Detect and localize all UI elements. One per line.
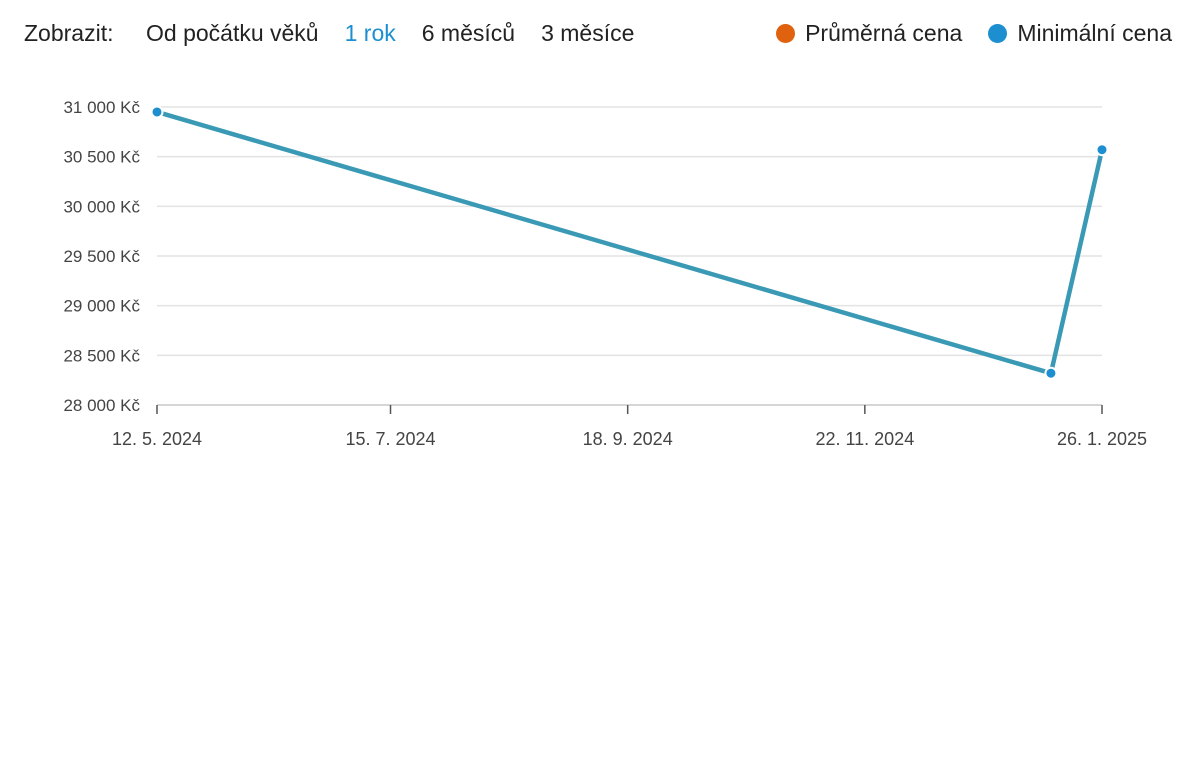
- x-axis: 12. 5. 2024 15. 7. 2024 18. 9. 2024 22. 11.…: [112, 404, 1147, 449]
- chart-toolbar: Zobrazit: Od počátku věků 1 rok 6 měsíců…: [0, 0, 1200, 70]
- y-tick-label: 30 000 Kč: [63, 197, 140, 216]
- series-line-minimum-price: [154, 109, 1105, 376]
- legend-label-minimum: Minimální cena: [1017, 20, 1172, 46]
- data-point-minimum-price: [150, 105, 164, 119]
- legend-dot-minimum: [988, 24, 1008, 43]
- y-axis-ticks: 28 000 Kč 28 500 Kč 29 000 Kč 29 500 Kč 30 0…: [63, 98, 140, 415]
- range-label: Zobrazit:: [24, 20, 114, 46]
- y-tick-label: 28 000 Kč: [63, 396, 140, 415]
- legend-item-average-price[interactable]: Průměrná cena: [776, 20, 962, 47]
- x-tick-label: 26. 1. 2025: [1057, 429, 1147, 449]
- x-tick-label: 18. 9. 2024: [583, 429, 673, 449]
- legend-item-minimum-price[interactable]: Minimální cena: [988, 20, 1172, 47]
- y-tick-label: 30 500 Kč: [63, 148, 140, 167]
- data-point-minimum-price: [1044, 366, 1058, 380]
- price-chart: 28 000 Kč 28 500 Kč 29 000 Kč 29 500 Kč 30 0…: [63, 98, 1147, 449]
- y-tick-label: 31 000 Kč: [63, 98, 140, 117]
- x-tick-label: 22. 11. 2024: [815, 429, 914, 449]
- data-point-minimum-price: [1095, 143, 1109, 157]
- y-tick-label: 29 000 Kč: [63, 297, 140, 316]
- x-tick-label: 15. 7. 2024: [345, 429, 435, 449]
- legend-dot-average: [776, 24, 796, 43]
- x-tick-label: 12. 5. 2024: [112, 429, 202, 449]
- range-option-6-months[interactable]: 6 měsíců: [421, 20, 516, 46]
- grid-lines: [157, 106, 1102, 357]
- range-options: Od počátku věků 1 rok 6 měsíců 3 měsíce: [146, 20, 660, 47]
- range-option-1-year[interactable]: 1 rok: [344, 20, 396, 46]
- series-layer: [150, 105, 1109, 380]
- range-option-all[interactable]: Od počátku věků: [146, 20, 319, 46]
- legend-label-average: Průměrná cena: [805, 20, 963, 46]
- chart-legend: Průměrná cena Minimální cena: [750, 20, 1172, 47]
- y-tick-label: 29 500 Kč: [63, 247, 140, 266]
- y-tick-label: 28 500 Kč: [63, 346, 140, 365]
- range-option-3-months[interactable]: 3 měsíce: [541, 20, 635, 46]
